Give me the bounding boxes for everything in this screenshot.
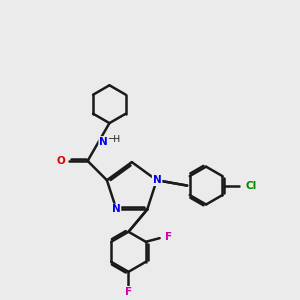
Text: F: F [125,287,132,297]
Text: Cl: Cl [245,181,256,190]
Text: ─H: ─H [108,134,121,143]
Text: N: N [112,205,120,214]
Text: O: O [56,156,65,166]
Text: N: N [99,137,108,147]
Text: F: F [165,232,172,242]
Text: N: N [153,175,161,185]
